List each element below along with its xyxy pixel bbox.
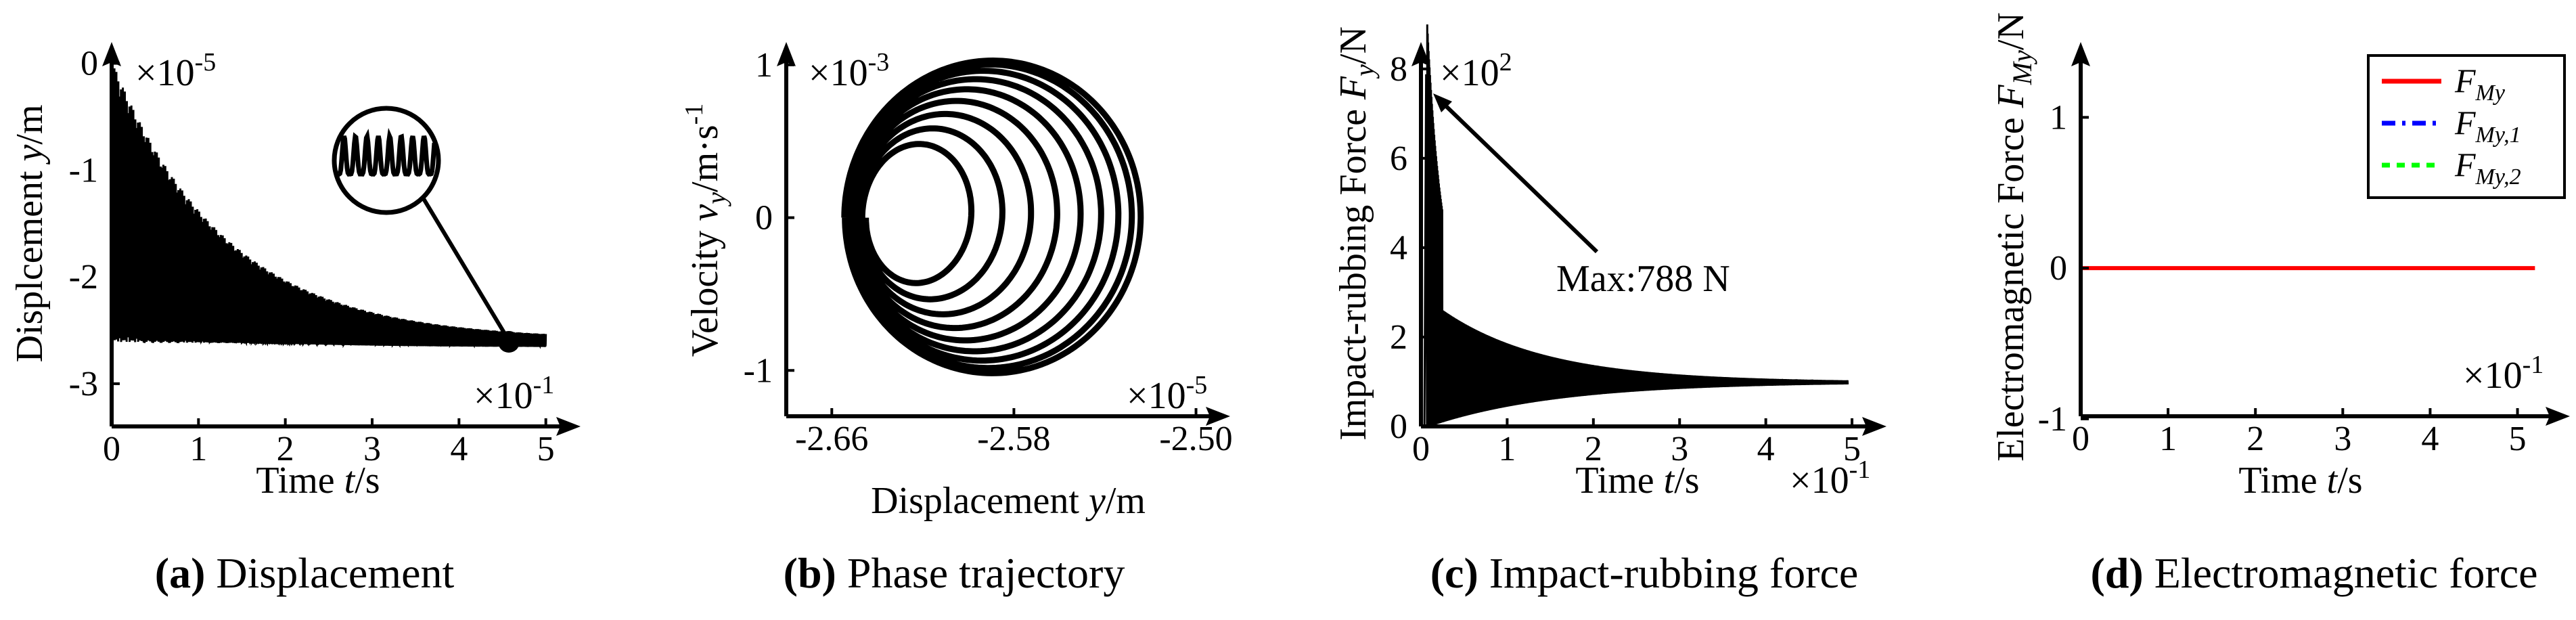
legend-label: FMy,2 [2454, 146, 2521, 190]
panel-d-x-label: Time t/s [2238, 460, 2362, 502]
legend-label: FMy [2454, 62, 2506, 106]
x-tick-label: 4 [2421, 420, 2439, 458]
panel-c-axes [1411, 42, 1886, 436]
panel-b-series-orbit [841, 58, 1144, 376]
x-tick-label: 0 [1412, 430, 1430, 468]
y-tick-label: 2 [1390, 318, 1407, 357]
panel-d: 0 1 2 3 4 510-1 ×10-1 Time t/s Electromagneti… [1990, 12, 2570, 597]
panel-a-x-label: Time t/s [256, 460, 380, 502]
panel-a-series-y [110, 68, 547, 349]
y-tick-label: 0 [81, 45, 98, 83]
x-tick-label: 4 [450, 430, 468, 468]
panel-b-x-label: Displacement y/m [871, 480, 1146, 522]
panel-a-y-multiplier: ×10-5 [135, 48, 216, 94]
x-tick-label: 5 [2509, 420, 2527, 458]
panel-b-caption: (b) Phase trajectory [784, 549, 1125, 597]
panel-a-ticks: 0 1 2 3 4 5 0 -1 -2 -3 [69, 45, 555, 468]
y-tick-label: 6 [1390, 139, 1407, 178]
panel-c-x-label: Time t/s [1575, 460, 1699, 502]
panel-a-axes [102, 42, 581, 436]
y-tick-label: -2 [69, 258, 98, 296]
y-tick-label: 4 [1390, 229, 1407, 267]
panel-c-max-annotation: Max:788 N [1556, 258, 1730, 300]
panel-a-caption: (a) Displacement [155, 549, 455, 597]
panel-a-plot [110, 68, 547, 349]
panel-d-caption: (d) Electromagnetic force [2091, 549, 2538, 597]
panel-d-axes [2071, 42, 2570, 426]
x-tick-label: 2 [1585, 430, 1602, 468]
panel-a: 0 1 2 3 4 5 0 -1 -2 -3 ×10-5 ×10-1 Time t/s Displ… [9, 42, 581, 597]
x-tick-label: 2 [277, 430, 294, 468]
panel-c-max-arrow [1439, 99, 1599, 254]
panel-c-y-multiplier: ×102 [1440, 48, 1512, 94]
y-tick-label: 1 [2050, 98, 2067, 137]
panel-d-x-multiplier: ×10-1 [2463, 351, 2544, 397]
panel-c-plot [1423, 24, 1849, 427]
panel-d-ticks: 0 1 2 3 4 510-1 [2038, 98, 2527, 458]
panel-c: 0 1 2 3 4 5 0 2 4 6 8 ×102 ×10-1 Time t/s Impact-r… [1332, 24, 1886, 597]
panel-b-x-multiplier: ×10-5 [1127, 371, 1207, 417]
panel-b-plot [841, 58, 1144, 376]
y-tick-label: -1 [2038, 400, 2067, 439]
y-tick-label: -1 [69, 151, 98, 190]
panel-b-axes [777, 42, 1230, 426]
panel-d-y-label: Electromagnetic Force FMy/N [1990, 12, 2037, 462]
panel-b-y-multiplier: ×10-3 [809, 48, 889, 94]
x-tick-label: 1 [2159, 420, 2177, 458]
legend-label: FMy,1 [2454, 104, 2521, 148]
y-tick-label: 0 [1390, 407, 1407, 446]
panel-a-y-label: Displcement y/m [9, 104, 51, 362]
x-tick-label: -2.50 [1159, 420, 1232, 458]
x-tick-label: -2.58 [977, 420, 1050, 458]
y-tick-label: -1 [744, 351, 773, 390]
x-tick-label: -2.66 [795, 420, 868, 458]
x-tick-label: 0 [103, 430, 120, 468]
y-tick-label: 0 [755, 199, 773, 238]
x-tick-label: 2 [2246, 420, 2264, 458]
panel-c-x-multiplier: ×10-1 [1790, 456, 1870, 502]
x-tick-label: 3 [1671, 430, 1688, 468]
panel-c-series-Fy [1423, 24, 1849, 427]
x-tick-label: 1 [1498, 430, 1516, 468]
x-tick-label: 1 [189, 430, 207, 468]
x-tick-label: 5 [1843, 430, 1861, 468]
panel-b: -2.66 -2.58 -2.50 1 0 -1 ×10-3 ×10-5 Displace… [680, 42, 1233, 597]
y-tick-label: 1 [755, 46, 773, 85]
panel-a-x-multiplier: ×10-1 [474, 371, 554, 417]
panel-c-y-label: Impact-rubbing Force Fy/N [1332, 26, 1380, 441]
x-tick-label: 4 [1757, 430, 1775, 468]
panel-c-caption: (c) Impact-rubbing force [1430, 549, 1859, 597]
panel-b-ticks: -2.66 -2.58 -2.50 1 0 -1 [744, 46, 1233, 458]
y-tick-label: 8 [1390, 50, 1407, 89]
panel-c-ticks: 0 1 2 3 4 5 0 2 4 6 8 [1390, 50, 1861, 468]
x-tick-label: 5 [537, 430, 555, 468]
panel-a-inset [332, 106, 520, 353]
y-tick-label: 0 [2050, 249, 2067, 288]
x-tick-label: 0 [2072, 420, 2089, 458]
panel-b-y-label: Velocity vy/m·s-1 [680, 104, 731, 357]
x-tick-label: 3 [363, 430, 381, 468]
panel-c-max-arrowhead [1433, 93, 1452, 112]
x-tick-label: 3 [2334, 420, 2351, 458]
y-tick-label: -3 [69, 365, 98, 403]
